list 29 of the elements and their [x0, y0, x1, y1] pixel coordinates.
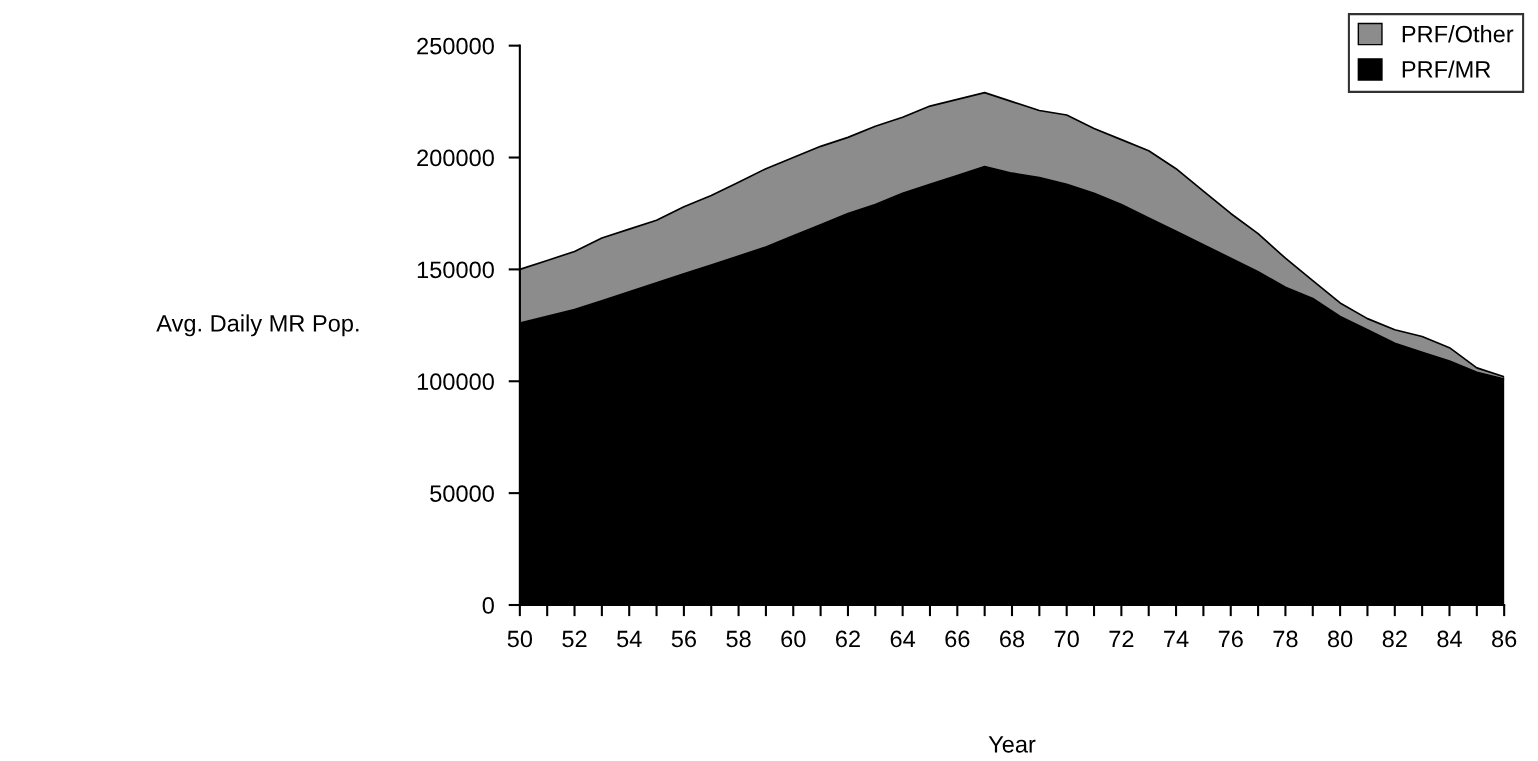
x-tick-label: 80	[1328, 630, 1353, 648]
y-tick-label: 100000	[417, 373, 494, 391]
x-tick-label: 58	[726, 630, 751, 648]
x-tick-label: 54	[617, 630, 642, 648]
x-tick-label: 78	[1273, 630, 1298, 648]
x-tick-label: 66	[945, 630, 970, 648]
y-tick-label: 200000	[417, 149, 494, 167]
y-tick-label: 50000	[430, 485, 494, 502]
x-tick-label: 76	[1218, 630, 1243, 648]
x-tick-label: 50	[507, 630, 533, 648]
y-axis-title: Avg. Daily MR Pop.	[156, 314, 359, 337]
x-tick-label: 86	[1492, 630, 1517, 648]
x-tick-label: 60	[781, 630, 806, 648]
x-tick-label: 72	[1109, 630, 1134, 648]
x-axis-title: Year	[988, 736, 1036, 753]
x-tick-label: 64	[890, 630, 916, 648]
x-tick-label: 68	[1000, 630, 1025, 648]
x-tick-label: 84	[1437, 630, 1462, 648]
x-tick-label: 70	[1054, 630, 1079, 648]
legend-label: PRF/Other	[1402, 25, 1514, 43]
x-tick-label: 82	[1382, 630, 1407, 648]
x-tick-label: 52	[562, 630, 587, 648]
x-tick-label: 56	[671, 630, 696, 648]
x-tick-label: 74	[1164, 630, 1189, 648]
y-tick-label: 150000	[417, 261, 494, 279]
x-tick-label: 62	[836, 630, 860, 648]
legend-label: PRF/MR	[1402, 60, 1491, 78]
y-tick-label: 0	[482, 597, 494, 614]
y-tick-label: 250000	[417, 37, 494, 55]
